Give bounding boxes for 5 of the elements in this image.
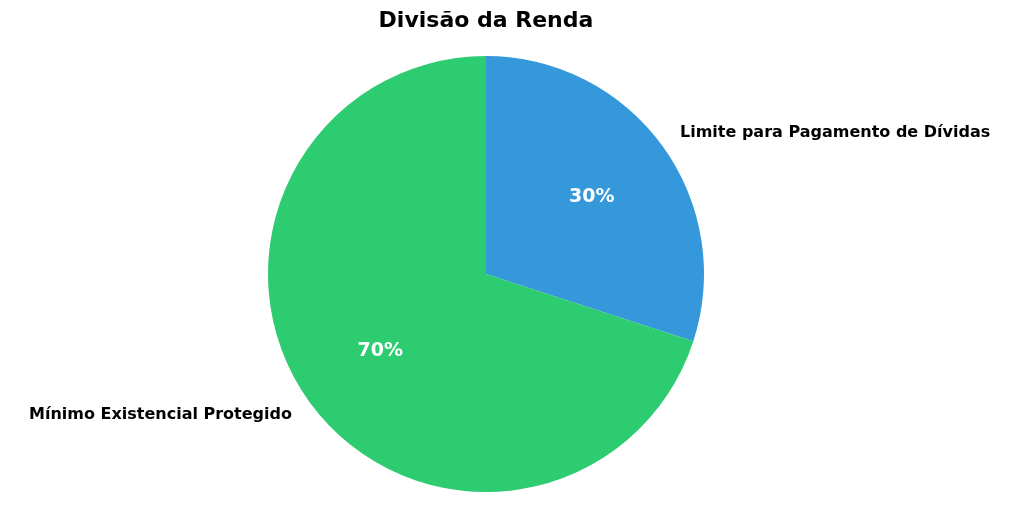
data-label: 70% bbox=[357, 337, 403, 360]
data-label: 30% bbox=[569, 184, 615, 207]
slice-label: Limite para Pagamento de Dívidas bbox=[680, 122, 991, 142]
chart-title: Divisão da Renda bbox=[378, 6, 594, 32]
slice-label: Mínimo Existencial Protegido bbox=[29, 404, 292, 424]
